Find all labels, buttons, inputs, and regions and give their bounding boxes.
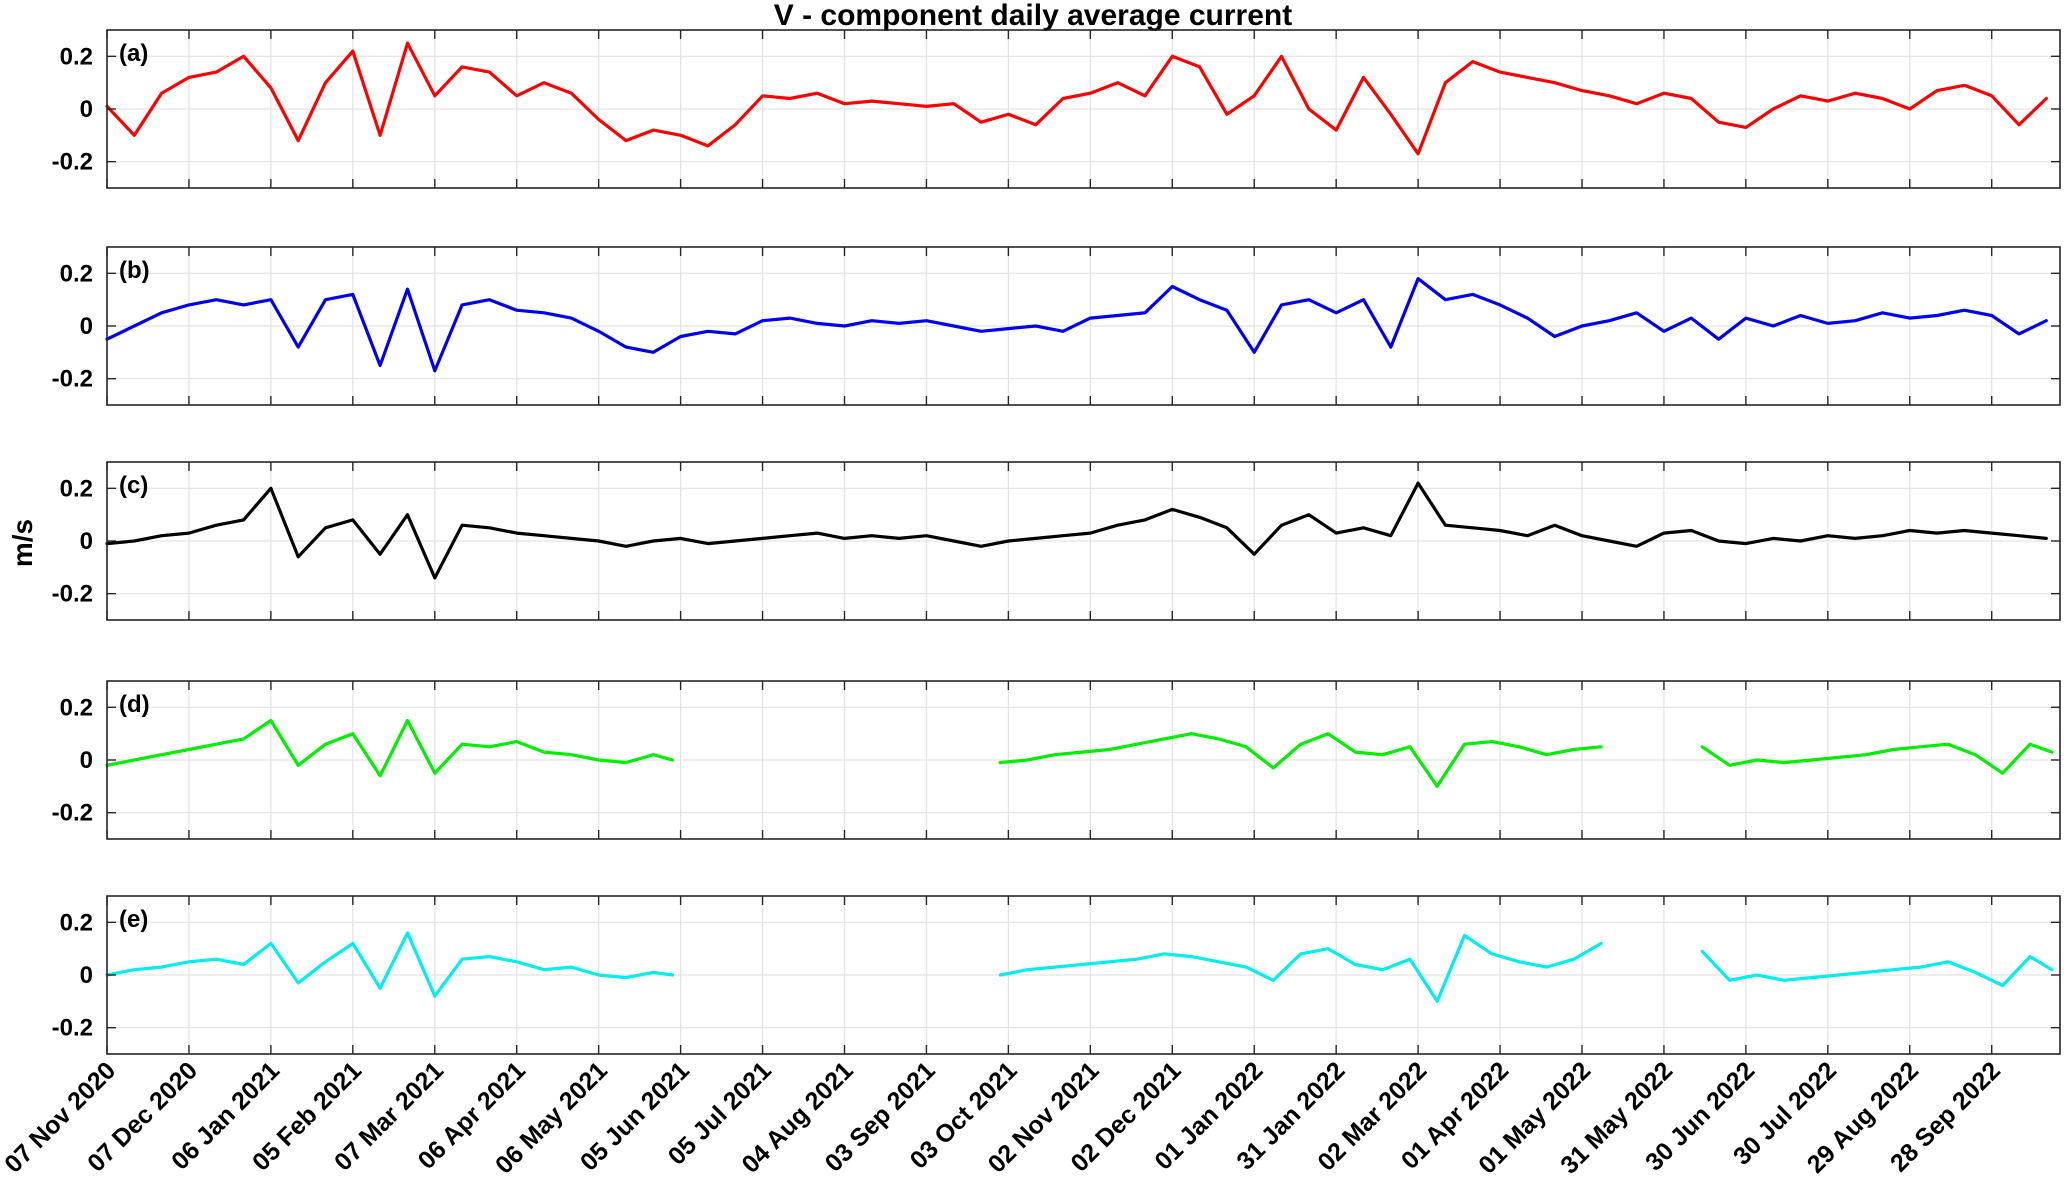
y-tick-label: -0.2: [52, 149, 93, 176]
panel-label: (b): [119, 257, 150, 284]
panel-2: -0.2 0 0.2 (b): [52, 246, 2061, 406]
panels: -0.2 0 0.2 (a) -0.2 0 0.2 (b) -0.2 0 0.2 (c) -0.2 0 0.…: [52, 29, 2061, 1055]
series-line: [105, 277, 2048, 373]
panel-4: -0.2 0 0.2 (d): [52, 680, 2061, 840]
y-tick-label: 0.2: [60, 43, 93, 70]
y-tick-label: 0.2: [60, 475, 93, 502]
panel-1: -0.2 0 0.2 (a): [52, 29, 2061, 189]
panel-label: (c): [119, 472, 148, 499]
series-line: [105, 931, 675, 998]
y-tick-label: 0: [80, 962, 93, 989]
y-tick-label: -0.2: [52, 366, 93, 393]
series-line: [105, 718, 675, 778]
y-tick-label: 0.2: [60, 694, 93, 721]
panel-label: (d): [119, 691, 150, 718]
panel-label: (e): [119, 906, 148, 933]
y-tick-label: 0: [80, 96, 93, 123]
y-tick-label: 0.2: [60, 909, 93, 936]
panel-5: -0.2 0 0.2 (e): [52, 895, 2061, 1055]
series-line: [1700, 742, 2054, 775]
series-line: [998, 732, 1603, 788]
series-line: [998, 933, 1603, 1003]
series-line: [1700, 949, 2054, 988]
series-line: [105, 41, 2048, 156]
y-tick-label: -0.2: [52, 800, 93, 827]
y-tick-label: 0.2: [60, 260, 93, 287]
series-line: [105, 481, 2048, 580]
y-axis-label: m/s: [7, 519, 38, 567]
panel-3: -0.2 0 0.2 (c): [52, 461, 2061, 621]
y-tick-label: 0: [80, 528, 93, 555]
y-tick-label: 0: [80, 313, 93, 340]
y-tick-label: 0: [80, 747, 93, 774]
y-tick-label: -0.2: [52, 1015, 93, 1042]
chart-title: V - component daily average current: [774, 0, 1292, 32]
panel-label: (a): [119, 40, 148, 67]
y-tick-label: -0.2: [52, 581, 93, 608]
